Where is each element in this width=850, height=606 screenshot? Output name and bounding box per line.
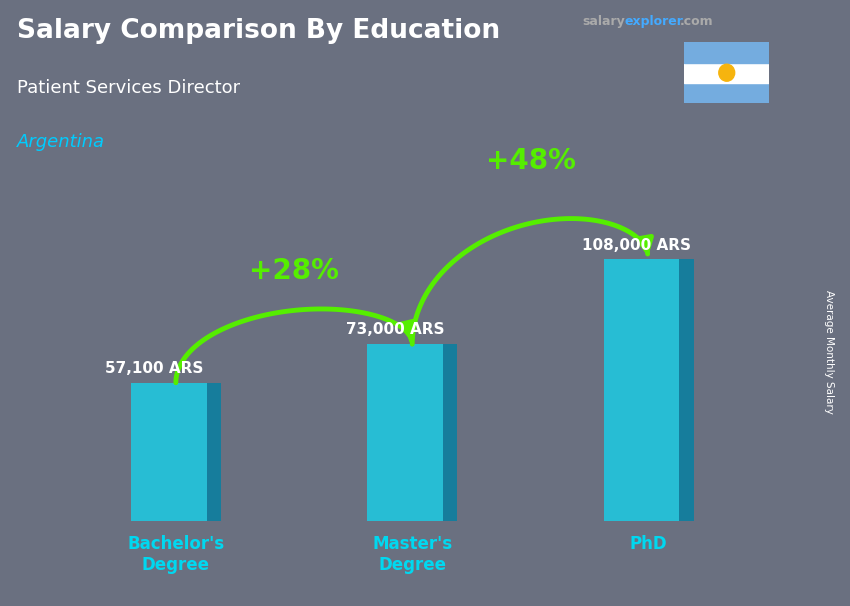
Text: explorer: explorer: [625, 15, 683, 28]
Text: 73,000 ARS: 73,000 ARS: [346, 322, 445, 338]
Bar: [367, 344, 443, 521]
Text: Average Monthly Salary: Average Monthly Salary: [824, 290, 834, 413]
Text: 57,100 ARS: 57,100 ARS: [105, 361, 203, 376]
Bar: [443, 344, 457, 521]
Text: salary: salary: [582, 15, 625, 28]
Text: +48%: +48%: [485, 147, 575, 175]
Text: +28%: +28%: [249, 257, 339, 285]
Circle shape: [719, 64, 734, 81]
Bar: [684, 83, 769, 103]
Bar: [679, 259, 694, 521]
Bar: [684, 42, 769, 62]
Text: Patient Services Director: Patient Services Director: [17, 79, 240, 97]
Bar: [131, 383, 207, 521]
Bar: [684, 62, 769, 83]
Text: 108,000 ARS: 108,000 ARS: [582, 238, 691, 253]
Text: .com: .com: [680, 15, 714, 28]
Bar: [604, 259, 679, 521]
Text: Salary Comparison By Education: Salary Comparison By Education: [17, 18, 500, 44]
Text: Argentina: Argentina: [17, 133, 105, 152]
Bar: [207, 383, 221, 521]
